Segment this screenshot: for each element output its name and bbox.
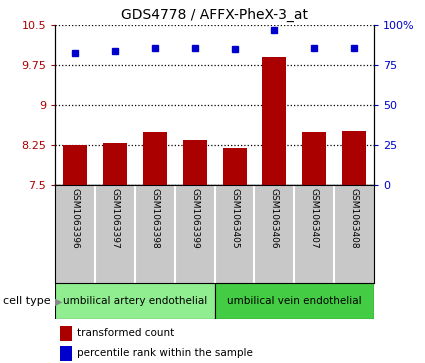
Bar (342, 131, 366, 185)
Text: ▶: ▶ (55, 296, 63, 306)
Text: umbilical artery endothelial: umbilical artery endothelial (63, 296, 207, 306)
Bar (262, 57, 286, 185)
Text: GSM1063405: GSM1063405 (230, 188, 239, 249)
Text: GSM1063397: GSM1063397 (110, 188, 119, 249)
Bar (183, 140, 207, 185)
Bar (60, 346, 72, 361)
Text: GSM1063398: GSM1063398 (150, 188, 159, 249)
Bar (223, 148, 246, 185)
Text: cell type: cell type (3, 296, 51, 306)
Text: transformed count: transformed count (76, 329, 174, 338)
Text: GSM1063406: GSM1063406 (270, 188, 279, 249)
Bar (103, 143, 127, 185)
Bar (302, 132, 326, 185)
Bar (60, 326, 72, 341)
Text: GSM1063408: GSM1063408 (350, 188, 359, 249)
Text: GSM1063399: GSM1063399 (190, 188, 199, 249)
Text: GSM1063407: GSM1063407 (310, 188, 319, 249)
Text: percentile rank within the sample: percentile rank within the sample (76, 348, 252, 358)
Bar (63, 145, 87, 185)
Bar (143, 132, 167, 185)
Bar (55, 283, 215, 319)
Text: umbilical vein endothelial: umbilical vein endothelial (227, 296, 362, 306)
Text: GSM1063396: GSM1063396 (71, 188, 79, 249)
Bar (215, 283, 374, 319)
Title: GDS4778 / AFFX-PheX-3_at: GDS4778 / AFFX-PheX-3_at (121, 8, 308, 22)
